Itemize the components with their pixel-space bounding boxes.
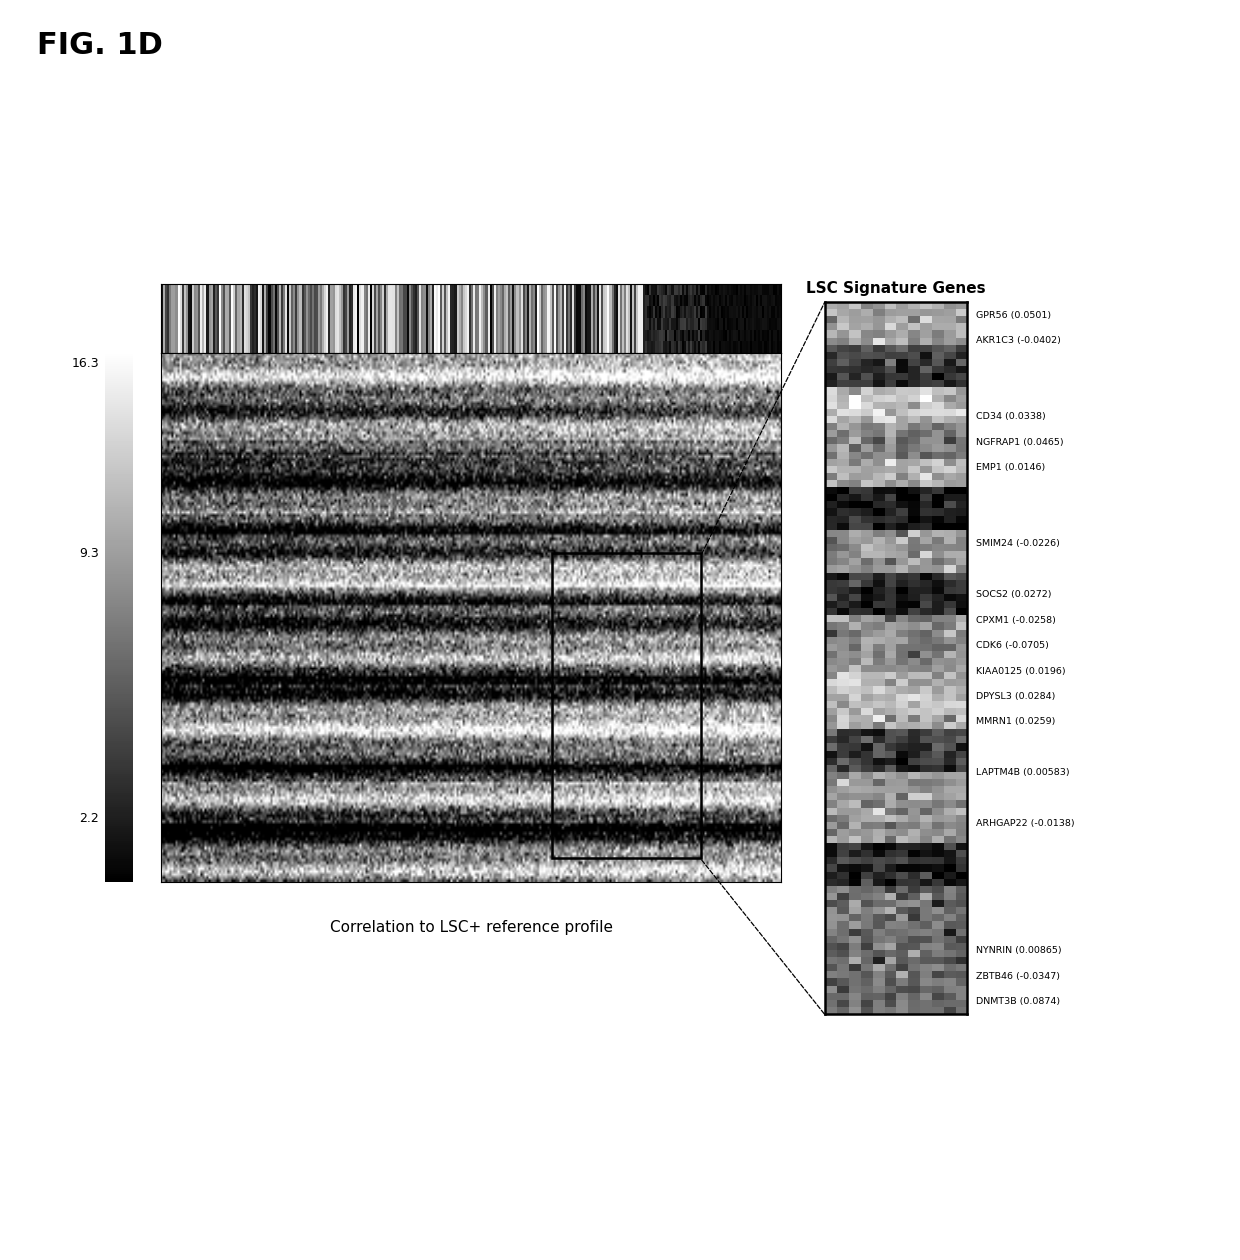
Text: CD34 (0.0338): CD34 (0.0338) [976, 412, 1045, 421]
Text: FIG. 1D: FIG. 1D [37, 32, 164, 60]
Text: KIAA0125 (0.0196): KIAA0125 (0.0196) [976, 667, 1065, 675]
Text: SOCS2 (0.0272): SOCS2 (0.0272) [976, 590, 1052, 600]
Text: LAPTM4B (0.00583): LAPTM4B (0.00583) [976, 769, 1070, 777]
Text: Correlation to LSC+ reference profile: Correlation to LSC+ reference profile [330, 920, 613, 935]
Text: GPR56 (0.0501): GPR56 (0.0501) [976, 311, 1052, 320]
Text: SMIM24 (-0.0226): SMIM24 (-0.0226) [976, 539, 1060, 548]
Text: AKR1C3 (-0.0402): AKR1C3 (-0.0402) [976, 336, 1060, 345]
Text: 16.3: 16.3 [72, 357, 99, 370]
Text: 9.3: 9.3 [79, 547, 99, 561]
Text: EMP1 (0.0146): EMP1 (0.0146) [976, 464, 1045, 472]
Text: ZBTB46 (-0.0347): ZBTB46 (-0.0347) [976, 971, 1060, 980]
Text: CDK6 (-0.0705): CDK6 (-0.0705) [976, 641, 1049, 650]
Text: NYNRIN (0.00865): NYNRIN (0.00865) [976, 946, 1061, 955]
Text: NGFRAP1 (0.0465): NGFRAP1 (0.0465) [976, 437, 1064, 447]
Bar [552, 553, 701, 858]
Text: CPXM1 (-0.0258): CPXM1 (-0.0258) [976, 616, 1055, 625]
Text: ARHGAP22 (-0.0138): ARHGAP22 (-0.0138) [976, 819, 1075, 828]
Text: LSC Signature Genes: LSC Signature Genes [806, 281, 986, 296]
Text: 2.2: 2.2 [79, 811, 99, 825]
Text: DNMT3B (0.0874): DNMT3B (0.0874) [976, 997, 1060, 1005]
Text: MMRN1 (0.0259): MMRN1 (0.0259) [976, 717, 1055, 727]
Text: DPYSL3 (0.0284): DPYSL3 (0.0284) [976, 692, 1055, 701]
